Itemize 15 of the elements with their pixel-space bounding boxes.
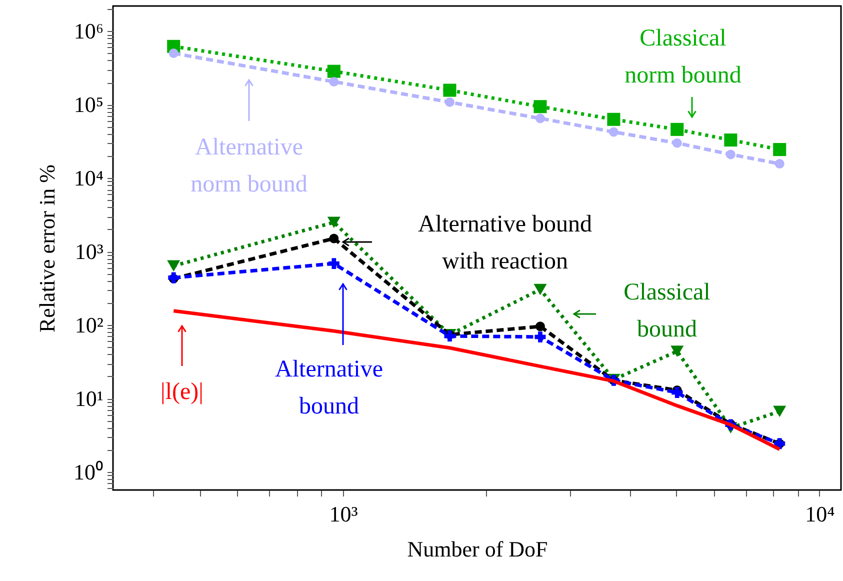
y-tick-label: 10⁵: [74, 92, 104, 118]
annotation: Classical bound: [624, 280, 711, 342]
y-axis-title: Relative error in %: [34, 164, 60, 332]
y-tick-label: 10⁶: [74, 18, 104, 44]
annotation: Alternative bound: [275, 356, 383, 420]
y-tick-label: 10⁴: [74, 166, 104, 191]
y-tick-label: 10²: [74, 312, 104, 338]
x-axis-title: Number of DoF: [407, 536, 548, 562]
annotation: Alternative norm bound: [190, 134, 308, 198]
annotation: Alternative bound with reaction: [418, 212, 592, 274]
annotation: |l(e)|: [160, 379, 204, 405]
y-tick-label: 10¹: [74, 386, 104, 412]
y-tick-label: 10³: [74, 239, 104, 264]
annotation: Classical norm bound: [624, 26, 742, 88]
y-tick-label: 10⁰: [74, 460, 104, 485]
